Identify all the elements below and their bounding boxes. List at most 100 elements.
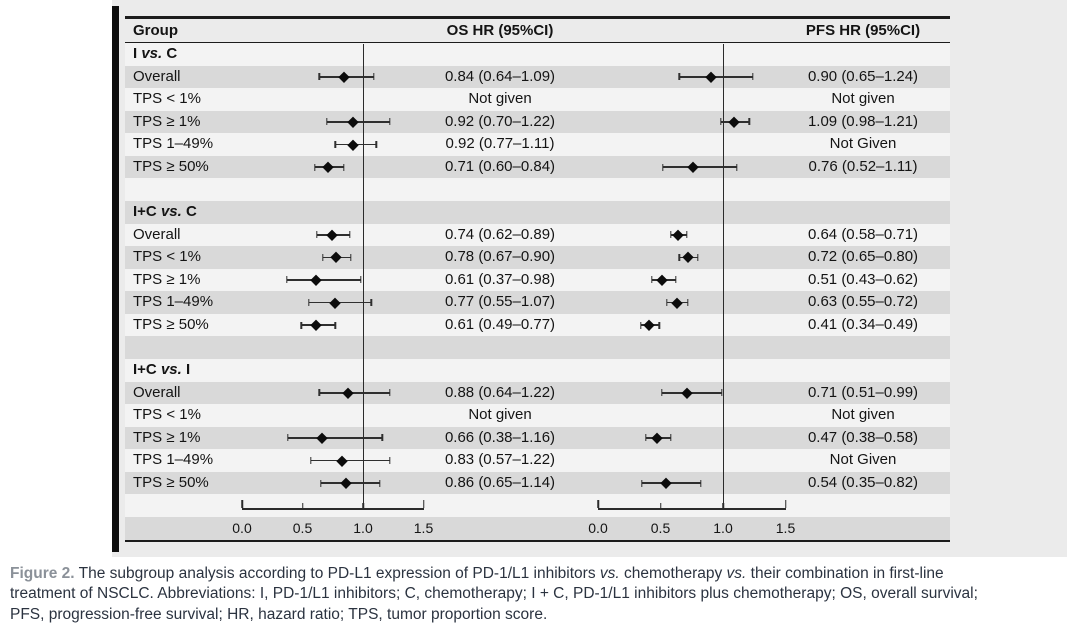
ci-line bbox=[310, 459, 390, 462]
ci-cap-right bbox=[388, 118, 391, 126]
ci-line bbox=[641, 482, 701, 484]
ci-line bbox=[287, 437, 383, 439]
os-hr-text: 0.77 (0.55–1.07) bbox=[444, 293, 556, 311]
os-hr-text: 0.92 (0.77–1.11) bbox=[445, 135, 555, 153]
table-area: Group OS HR (95%CI) PFS HR (95%CI) I vs.… bbox=[125, 0, 950, 557]
caption-line-1: Figure 2. The subgroup analysis accordin… bbox=[10, 564, 1072, 584]
pfs-hr-text: 0.41 (0.34–0.49) bbox=[807, 315, 919, 333]
pfs-hr-text: 0.64 (0.58–0.71) bbox=[807, 225, 919, 243]
ci-cap-right bbox=[370, 299, 373, 307]
group-label: Overall bbox=[133, 383, 181, 401]
figure-caption: Figure 2. The subgroup analysis accordin… bbox=[10, 564, 1072, 625]
ci-cap-left bbox=[318, 389, 321, 397]
row-stripe bbox=[125, 200, 950, 224]
ci-cap-right bbox=[334, 321, 336, 329]
table-top-rule bbox=[125, 16, 950, 19]
group-label: TPS ≥ 1% bbox=[133, 270, 201, 288]
pfs-axis-tick bbox=[659, 503, 662, 508]
os-axis-tick bbox=[422, 500, 425, 508]
group-label: TPS 1–49% bbox=[133, 451, 214, 469]
os-axis-tick bbox=[241, 500, 243, 508]
ci-cap-left bbox=[313, 163, 316, 171]
ci-cap-right bbox=[748, 118, 750, 126]
pfs-hr-text: 0.71 (0.51–0.99) bbox=[807, 383, 919, 401]
column-header-os-hr: OS HR (95%CI) bbox=[446, 22, 554, 39]
pfs-hr-text: 0.51 (0.43–0.62) bbox=[807, 270, 919, 288]
ci-cap-right bbox=[388, 389, 391, 397]
os-axis-line bbox=[242, 508, 424, 510]
caption-line-2: treatment of NSCLC. Abbreviations: I, PD… bbox=[10, 585, 978, 603]
ci-line bbox=[663, 166, 737, 168]
row-stripe bbox=[125, 133, 950, 156]
ci-cap-left bbox=[325, 118, 328, 126]
caption-figure-label: Figure 2. bbox=[10, 565, 75, 582]
pfs-hr-text: Not given bbox=[831, 406, 895, 424]
ci-cap-left bbox=[319, 479, 322, 487]
section-label: I vs. C bbox=[133, 45, 178, 62]
ci-cap-left bbox=[678, 253, 680, 261]
ci-cap-right bbox=[348, 231, 351, 239]
column-header-pfs-hr: PFS HR (95%CI) bbox=[805, 22, 921, 39]
row-stripe bbox=[125, 404, 950, 427]
axis-tick-label: 1.0 bbox=[713, 519, 733, 536]
group-label: TPS ≥ 1% bbox=[133, 428, 201, 446]
row-stripe bbox=[125, 381, 950, 405]
os-hr-text: 0.71 (0.60–0.84) bbox=[444, 157, 556, 175]
os-hr-text: 0.84 (0.64–1.09) bbox=[444, 67, 556, 85]
os-hr-text: 0.61 (0.37–0.98) bbox=[444, 270, 556, 288]
os-hr-text: 0.78 (0.67–0.90) bbox=[444, 248, 556, 266]
group-label: TPS ≥ 1% bbox=[133, 112, 201, 130]
os-hr-text: 0.92 (0.70–1.22) bbox=[444, 112, 556, 130]
os-hr-text: 0.66 (0.38–1.16) bbox=[444, 428, 556, 446]
pfs-axis-tick bbox=[597, 500, 599, 508]
group-label: TPS ≥ 50% bbox=[133, 157, 209, 175]
group-label: TPS < 1% bbox=[133, 406, 201, 424]
ci-cap-right bbox=[669, 434, 672, 442]
os-hr-text: 0.86 (0.65–1.14) bbox=[444, 473, 556, 491]
pfs-hr-text: Not Given bbox=[829, 135, 897, 153]
ci-cap-left bbox=[719, 118, 722, 126]
section-label: I+C vs. I bbox=[133, 360, 191, 378]
os-hr-text: 0.83 (0.57–1.22) bbox=[444, 451, 556, 469]
os-reference-line bbox=[363, 44, 365, 508]
ci-cap-right bbox=[379, 479, 381, 487]
row-stripe bbox=[125, 88, 950, 111]
pfs-hr-text: 0.47 (0.38–0.58) bbox=[807, 428, 919, 446]
row-stripe bbox=[125, 471, 950, 495]
row-stripe bbox=[125, 516, 950, 540]
row-stripe bbox=[125, 43, 950, 66]
pfs-hr-text: 0.63 (0.55–0.72) bbox=[807, 293, 919, 311]
os-hr-text: 0.74 (0.62–0.89) bbox=[444, 225, 556, 243]
axis-tick-label: 0.0 bbox=[588, 519, 608, 536]
ci-cap-right bbox=[699, 479, 702, 487]
axis-tick-label: 0.5 bbox=[650, 519, 671, 536]
ci-cap-left bbox=[300, 321, 302, 329]
caption-line-3: PFS, progression-free survival; HR, haza… bbox=[10, 605, 548, 623]
left-black-bar bbox=[112, 6, 119, 552]
group-label: Overall bbox=[133, 225, 181, 243]
group-label: Overall bbox=[133, 67, 181, 85]
pfs-hr-text: 0.90 (0.65–1.24) bbox=[807, 67, 919, 85]
row-stripe bbox=[125, 336, 950, 359]
group-label: TPS ≥ 50% bbox=[133, 473, 209, 491]
pfs-hr-text: 0.76 (0.52–1.11) bbox=[808, 157, 918, 175]
ci-cap-left bbox=[641, 479, 643, 487]
ci-cap-left bbox=[307, 299, 310, 307]
axis-tick-label: 0.0 bbox=[232, 519, 252, 536]
ci-line bbox=[679, 76, 753, 78]
row-stripe bbox=[125, 65, 950, 89]
table-bottom-rule bbox=[125, 539, 950, 542]
row-stripe bbox=[125, 268, 950, 292]
group-label: TPS 1–49% bbox=[133, 135, 214, 153]
row-stripe bbox=[125, 110, 950, 134]
caption-line-1-text: The subgroup analysis according to PD-L1… bbox=[74, 565, 944, 582]
row-stripe bbox=[125, 223, 950, 247]
row-stripe bbox=[125, 291, 950, 314]
ci-cap-right bbox=[342, 163, 345, 171]
section-label: I+C vs. C bbox=[133, 202, 197, 220]
ci-cap-right bbox=[736, 163, 738, 171]
pfs-hr-text: 0.72 (0.65–0.80) bbox=[807, 248, 919, 266]
ci-cap-right bbox=[674, 276, 677, 284]
pfs-axis-tick bbox=[722, 503, 724, 508]
pfs-hr-text: 0.54 (0.35–0.82) bbox=[807, 473, 919, 491]
